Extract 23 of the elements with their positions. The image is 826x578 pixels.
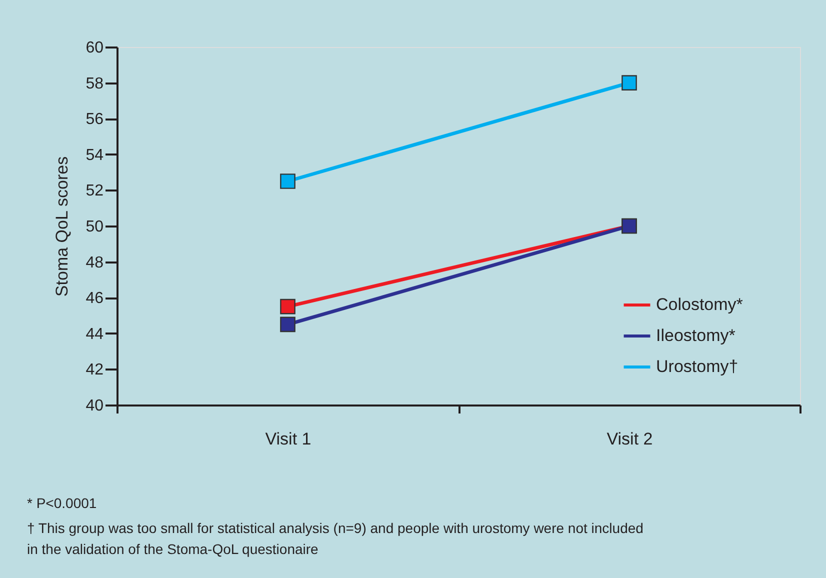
y-tick-label: 48: [86, 254, 104, 272]
point: [280, 316, 296, 332]
legend-label: Colostomy*: [656, 295, 744, 314]
y-tick-label: 56: [86, 111, 104, 128]
y-tick-label: 60: [86, 40, 104, 56]
y-tick-label: 42: [86, 362, 104, 379]
y-tick-label: 44: [86, 326, 104, 343]
y-tick-label: 50: [86, 218, 104, 236]
x-tick-label: Visit 1: [265, 430, 312, 448]
y-tick-label: 46: [86, 290, 104, 308]
point: [280, 298, 296, 314]
legend-label: Urostomy†: [656, 357, 738, 376]
y-tick-label: 58: [86, 75, 104, 92]
x-tick-label: Visit 2: [606, 430, 653, 448]
point: [280, 174, 296, 189]
legend-label: Ileostomy*: [656, 326, 736, 345]
y-tick-label: 40: [86, 398, 104, 414]
text: * P<0.0001: [27, 495, 97, 511]
y-tick-label: 54: [86, 146, 104, 164]
y-tick-label: 52: [86, 182, 104, 200]
text: † This group was too small for statistical analysis (n=9) and people with urostomy were not included in the validation of the Stoma-QoL questionaire: [27, 520, 644, 557]
y-axis-title: Stoma QoL scores: [52, 156, 72, 297]
point: [622, 75, 637, 90]
